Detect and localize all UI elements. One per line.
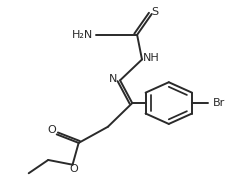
Text: O: O	[47, 125, 56, 135]
Text: H₂N: H₂N	[72, 30, 93, 40]
Text: Br: Br	[213, 98, 225, 108]
Text: O: O	[69, 164, 78, 174]
Text: NH: NH	[143, 53, 160, 63]
Text: S: S	[151, 7, 158, 17]
Text: N: N	[109, 74, 117, 84]
